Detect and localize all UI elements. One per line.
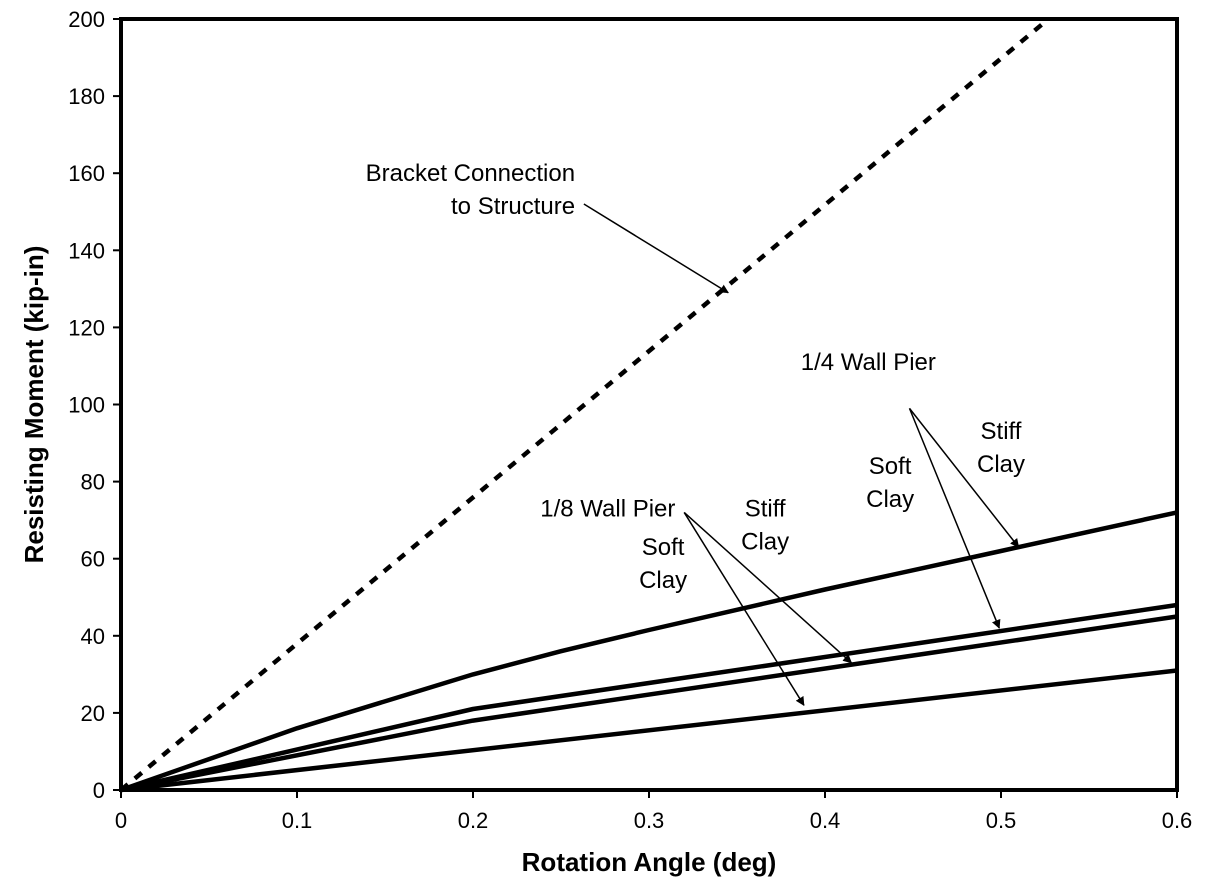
plot-frame [119, 17, 1179, 792]
annotation-label: Stiff Clay [977, 418, 1025, 478]
annotation-arrow [683, 511, 853, 664]
annotation-arrow [908, 407, 1020, 548]
y-tick-label: 40 [81, 624, 105, 649]
y-tick-label: 120 [68, 315, 105, 340]
annotation-line: Clay [741, 528, 789, 555]
annotation-line: Clay [977, 451, 1025, 478]
series-line-2 [120, 510, 1178, 793]
series-line-3 [120, 602, 1178, 793]
axis-layer: 0 20 40 60 80 100 120 140 160 180 200 0 0.1 0.2 0.3 0.4… [68, 7, 1192, 833]
y-tick-label: 80 [81, 470, 105, 495]
y-tick-label: 180 [68, 84, 105, 109]
series-line-1 [119, 17, 1050, 792]
y-tick-label: 0 [93, 778, 105, 803]
y-tick-label: 100 [68, 393, 105, 418]
annotation-line: 1/8 Wall Pier [540, 495, 675, 522]
annotation-label: 1/8 Wall Pier [540, 495, 675, 522]
y-tick-label: 160 [68, 161, 105, 186]
annotation-line: Clay [866, 486, 914, 513]
y-tick-label: 140 [68, 238, 105, 263]
annotation-line: Clay [639, 567, 687, 594]
annotation-line: Soft [869, 453, 912, 480]
annotation-label: Soft Clay [866, 453, 914, 513]
x-tick-label: 0.4 [810, 808, 841, 833]
x-tick-label: 0.1 [282, 808, 313, 833]
y-tick-label: 60 [81, 547, 105, 572]
x-tick-label: 0.6 [1162, 808, 1193, 833]
x-tick-label: 0.2 [458, 808, 489, 833]
x-tick-label: 0.3 [634, 808, 665, 833]
y-tick-label: 200 [68, 7, 105, 32]
x-tick-label: 0.5 [986, 808, 1017, 833]
x-axis-title: Rotation Angle (deg) [522, 847, 777, 877]
annotation-line: Bracket Connection [366, 160, 575, 187]
annotation-line: to Structure [451, 193, 575, 220]
y-tick-label: 20 [81, 701, 105, 726]
y-axis-title: Resisting Moment (kip-in) [19, 246, 49, 564]
annotation-arrow [583, 203, 729, 294]
annotation-layer: Bracket Connection to Structure 1/4 Wall P… [366, 160, 1025, 706]
annotation-line: Stiff [981, 418, 1022, 445]
annotation-line: Stiff [745, 495, 786, 522]
series-layer [119, 17, 1178, 793]
annotation-label: Soft Clay [639, 534, 687, 594]
annotation-label: Bracket Connection to Structure [366, 160, 575, 220]
x-tick-label: 0 [115, 808, 127, 833]
series-line-5 [120, 668, 1178, 793]
annotation-arrow [683, 512, 805, 706]
annotation-label: 1/4 Wall Pier [801, 349, 936, 376]
series-line-4 [120, 614, 1178, 793]
annotation-arrow [908, 408, 1001, 629]
annotation-label: Stiff Clay [741, 495, 789, 555]
annotation-line: 1/4 Wall Pier [801, 349, 936, 376]
annotation-line: Soft [642, 534, 685, 561]
